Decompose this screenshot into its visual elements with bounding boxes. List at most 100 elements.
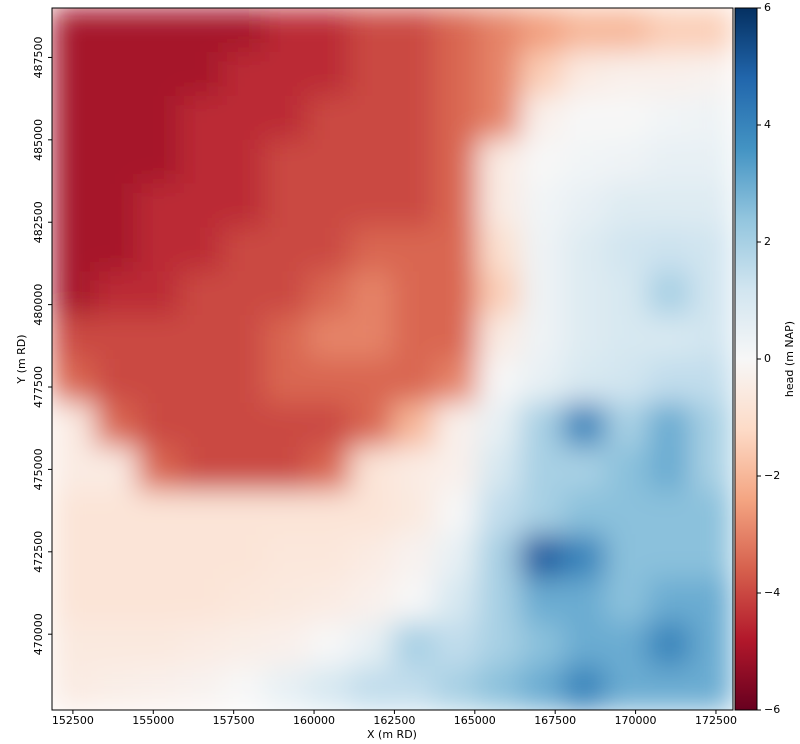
heat-cell [222,535,265,579]
heat-cell [222,227,265,271]
heat-cell [180,184,223,228]
x-tick-label: 170000 [615,714,657,727]
heat-cell [648,535,691,579]
heat-cell [265,359,308,403]
heat-cell [52,447,95,491]
heat-cell [265,227,308,271]
x-tick-label: 160000 [293,714,335,727]
heat-cell [605,96,648,140]
heat-cell [520,359,563,403]
heat-cell [52,403,95,447]
heat-cell [520,403,563,447]
heat-cell [478,271,521,315]
heat-cell [350,271,393,315]
heat-cell [393,52,436,96]
heat-cell [307,447,350,491]
heat-cell [137,666,180,710]
heat-cell [478,622,521,666]
heat-cell [605,535,648,579]
heat-cell [265,140,308,184]
heat-cell [222,359,265,403]
heat-cell [520,52,563,96]
heat-cell [690,578,733,622]
heat-cell [605,315,648,359]
heat-cell [563,403,606,447]
heat-cell [350,227,393,271]
heat-cell [265,447,308,491]
heat-cell [180,227,223,271]
heat-cell [690,96,733,140]
heat-cell [265,666,308,710]
heat-cell [690,535,733,579]
heat-cell [520,535,563,579]
heat-cell [478,96,521,140]
heat-cell [605,447,648,491]
heat-cell [435,227,478,271]
heat-cell [350,491,393,535]
heat-cell [520,227,563,271]
heat-cell [307,578,350,622]
heat-cell [648,359,691,403]
heat-cell [137,359,180,403]
heat-cell [648,271,691,315]
heat-cell [563,622,606,666]
heat-cell [648,8,691,52]
heat-cell [435,403,478,447]
heat-cell [180,578,223,622]
heat-cell [52,491,95,535]
heat-cell [52,8,95,52]
heat-cell [648,666,691,710]
heat-cell [222,578,265,622]
heat-cell [95,140,138,184]
heat-cell [350,535,393,579]
heat-cell [435,271,478,315]
heat-cell [563,140,606,184]
heat-cell [52,96,95,140]
heat-cell [435,447,478,491]
heat-cell [95,535,138,579]
heat-cell [435,140,478,184]
heat-cell [180,535,223,579]
heat-cell [307,491,350,535]
heat-cell [95,578,138,622]
heat-cell [605,666,648,710]
heat-cell [563,447,606,491]
heat-cell [95,622,138,666]
heat-cell [350,403,393,447]
heat-cell [180,403,223,447]
heat-cell [563,491,606,535]
heat-cell [478,315,521,359]
heat-cell [222,315,265,359]
heat-cell [222,140,265,184]
heat-cell [137,578,180,622]
heat-cell [137,535,180,579]
heat-cell [478,491,521,535]
heat-cell [690,140,733,184]
x-tick-label: 167500 [534,714,576,727]
heat-cell [180,622,223,666]
heat-cell [307,535,350,579]
heat-cell [605,359,648,403]
heat-cell [350,578,393,622]
heat-cell [563,359,606,403]
heat-cell [137,622,180,666]
heat-cell [222,666,265,710]
heat-cell [393,622,436,666]
heat-cell [52,666,95,710]
y-tick-label: 475000 [32,448,45,490]
heat-cell [180,315,223,359]
heat-cell [648,227,691,271]
heat-cell [180,8,223,52]
heat-cell [307,140,350,184]
heat-cell [393,491,436,535]
heat-cell [350,52,393,96]
heat-cell [350,8,393,52]
heat-cell [690,447,733,491]
heat-cell [265,491,308,535]
heat-cell [393,535,436,579]
heat-cell [52,52,95,96]
x-tick-label: 172500 [695,714,737,727]
heat-cell [95,184,138,228]
x-tick-label: 155000 [132,714,174,727]
heat-cell [690,359,733,403]
